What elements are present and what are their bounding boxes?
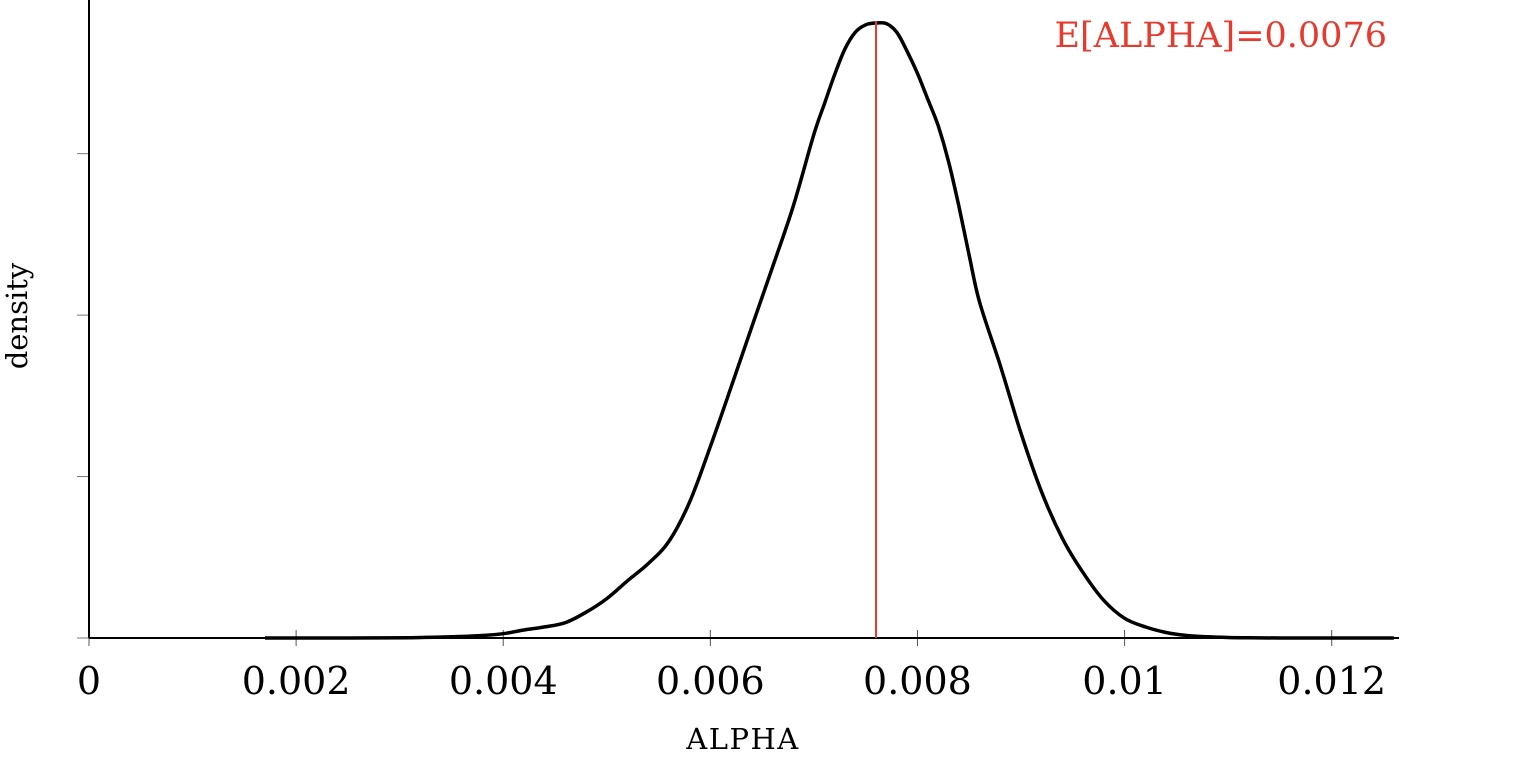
density-curve [264, 20, 1394, 640]
x-tick-label: 0.002 [242, 659, 351, 703]
y-axis-label: density [0, 262, 34, 369]
x-tick-label: 0.004 [449, 659, 558, 703]
x-ticks: 0 0.002 0.004 0.006 0.008 0.01 0.012 [77, 630, 1386, 703]
x-tick-label: 0 [77, 659, 101, 703]
y-ticks [77, 153, 89, 639]
mean-annotation: E[ALPHA]=0.0076 [1054, 16, 1387, 56]
x-tick-label: 0.006 [656, 659, 765, 703]
x-tick-label: 0.01 [1082, 659, 1167, 703]
x-tick-label: 0.012 [1277, 659, 1386, 703]
x-tick-label: 0.008 [863, 659, 972, 703]
x-axis-label: ALPHA [685, 722, 799, 756]
